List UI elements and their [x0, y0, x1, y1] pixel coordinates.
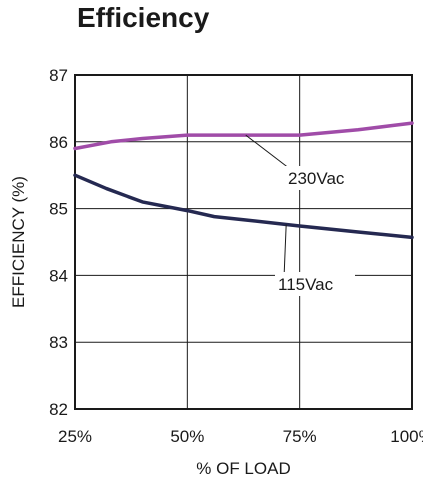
y-tick-label: 82: [49, 400, 68, 419]
x-tick-label: 100%: [390, 427, 423, 446]
y-tick-label: 85: [49, 200, 68, 219]
annotation-label-background: [275, 272, 355, 296]
series-label-230vac: 230Vac: [288, 169, 345, 188]
annotation-leader-line: [245, 134, 295, 173]
series-label-115vac: 115Vac: [278, 275, 334, 294]
annotation-label-background: [285, 166, 361, 190]
series-line-115vac: [73, 173, 414, 240]
y-tick-label: 87: [49, 66, 68, 85]
series-line-230vac: [73, 121, 414, 151]
y-axis-label: EFFICIENCY (%): [9, 176, 28, 308]
y-tick-label: 86: [49, 133, 68, 152]
chart-title: Efficiency: [77, 2, 210, 33]
annotation-leader-line: [283, 224, 287, 279]
x-tick-label: 25%: [58, 427, 92, 446]
x-tick-label: 50%: [170, 427, 204, 446]
x-tick-label: 75%: [283, 427, 317, 446]
x-axis-label: % OF LOAD: [196, 459, 290, 478]
y-tick-label: 83: [49, 333, 68, 352]
y-tick-label: 84: [49, 266, 68, 285]
plot-frame: [74, 74, 413, 410]
